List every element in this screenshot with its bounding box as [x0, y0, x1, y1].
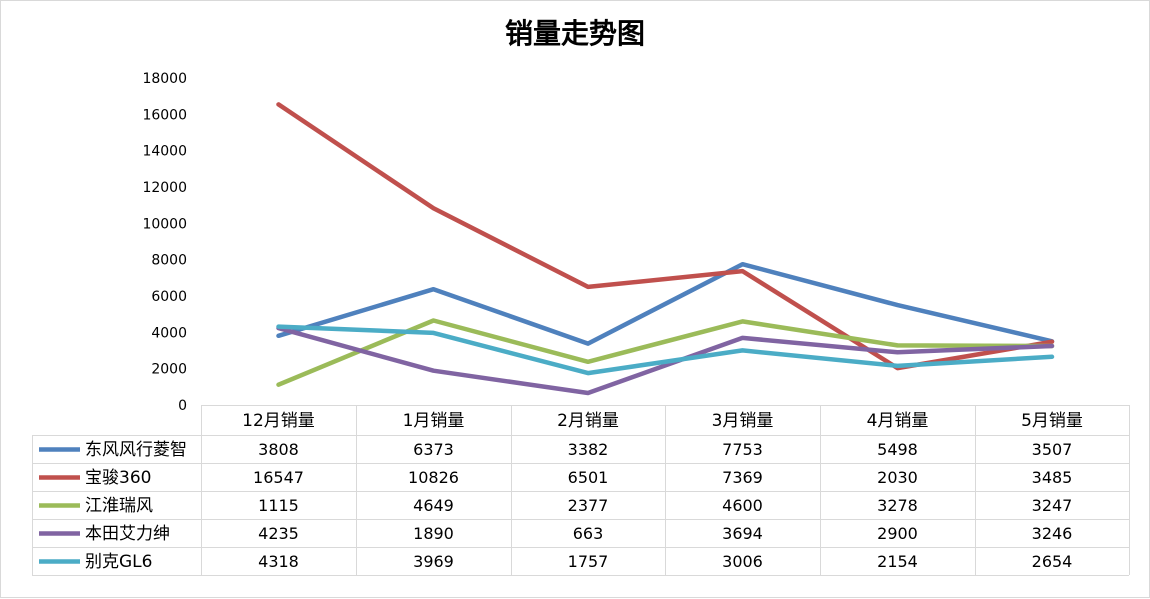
data-label: 3808: [258, 440, 299, 459]
y-tick-label: 6000: [151, 289, 187, 305]
data-label: 3006: [722, 552, 763, 571]
y-tick-label: 18000: [142, 71, 187, 87]
y-axis: 0 2000 4000 6000 8000 10000 12000 14000 16000 180…: [142, 71, 187, 414]
data-label: 5498: [877, 440, 918, 459]
series-lines: [276, 102, 1055, 396]
y-tick-label: 2000: [151, 362, 187, 378]
data-label: 4318: [258, 552, 299, 571]
series-line-0: [276, 261, 1055, 346]
legend-label: 东风风行菱智: [85, 440, 187, 460]
y-tick-label: 4000: [151, 325, 187, 341]
legend-label: 宝骏360: [85, 468, 151, 488]
category-label: 12月销量: [242, 411, 315, 431]
data-label: 3694: [722, 524, 763, 543]
data-label: 2900: [877, 524, 918, 543]
series-line-1: [276, 102, 1055, 371]
series-line-3: [276, 325, 1055, 396]
data-label: 1890: [413, 524, 454, 543]
data-label: 6501: [568, 468, 609, 487]
category-label: 3月销量: [712, 411, 774, 431]
data-label: 2377: [568, 496, 609, 515]
data-label: 3485: [1032, 468, 1073, 487]
y-tick-label: 12000: [142, 180, 187, 196]
data-label: 3247: [1032, 496, 1073, 515]
y-tick-label: 0: [178, 398, 187, 414]
data-label: 4649: [413, 496, 454, 515]
data-label: 10826: [408, 468, 459, 487]
data-label: 3278: [877, 496, 918, 515]
data-label: 4235: [258, 524, 299, 543]
data-label: 3507: [1032, 440, 1073, 459]
data-label: 2030: [877, 468, 918, 487]
data-label: 2154: [877, 552, 918, 571]
data-label: 3246: [1032, 524, 1073, 543]
legend-label: 江淮瑞风: [85, 496, 153, 516]
series-line-4: [276, 324, 1055, 376]
data-label: 2654: [1032, 552, 1073, 571]
data-label: 663: [573, 524, 604, 543]
data-label: 16547: [253, 468, 304, 487]
legend-label: 别克GL6: [85, 552, 152, 572]
category-label: 1月销量: [403, 411, 465, 431]
chart-title: 销量走势图: [505, 17, 645, 50]
data-label: 3969: [413, 552, 454, 571]
data-label: 1115: [258, 496, 299, 515]
y-tick-label: 14000: [142, 144, 187, 160]
y-tick-label: 16000: [142, 107, 187, 123]
data-table-grid: [32, 405, 1130, 576]
category-label: 4月销量: [867, 411, 929, 431]
legend-label: 本田艾力绅: [85, 524, 170, 544]
data-label: 6373: [413, 440, 454, 459]
y-tick-label: 8000: [151, 253, 187, 269]
category-label: 2月销量: [557, 411, 619, 431]
data-label: 4600: [722, 496, 763, 515]
y-tick-label: 10000: [142, 216, 187, 232]
category-label: 5月销量: [1021, 411, 1083, 431]
data-label: 3382: [568, 440, 609, 459]
data-label: 1757: [568, 552, 609, 571]
data-label: 7369: [722, 468, 763, 487]
data-label: 7753: [722, 440, 763, 459]
